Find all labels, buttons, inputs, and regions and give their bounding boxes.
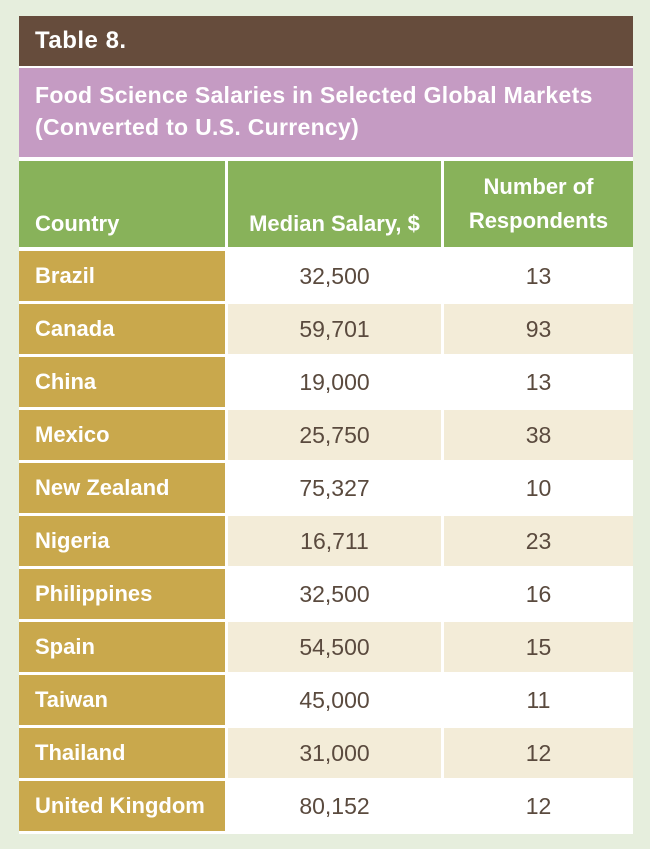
table-row: Brazil 32,500 13 xyxy=(19,251,633,301)
country-cell: Brazil xyxy=(19,251,225,301)
salary-cell: 25,750 xyxy=(228,410,441,460)
country-cell: Philippines xyxy=(19,569,225,619)
country-cell: Taiwan xyxy=(19,675,225,725)
salary-cell: 32,500 xyxy=(299,263,370,289)
country-cell: Mexico xyxy=(19,410,225,460)
table-row: Mexico 25,750 38 xyxy=(19,410,633,460)
header-country: Country xyxy=(19,161,225,247)
salary-cell: 32,500 xyxy=(299,581,370,607)
salary-cell: 54,500 xyxy=(228,622,441,672)
respondents-cell: 13 xyxy=(525,369,552,395)
table-row: United Kingdom 80,152 12 xyxy=(19,781,633,831)
table-row: China 19,000 13 xyxy=(19,357,633,407)
respondents-cell: 10 xyxy=(525,475,552,501)
table-row: New Zealand 75,327 10 xyxy=(19,463,633,513)
header-respondents: Number of Respondents xyxy=(444,161,633,247)
table-row: Nigeria 16,711 23 xyxy=(19,516,633,566)
country-cell: Spain xyxy=(19,622,225,672)
salary-cell: 75,327 xyxy=(299,475,370,501)
respondents-cell: 38 xyxy=(444,410,633,460)
respondents-cell: 12 xyxy=(525,793,552,819)
table-label: Table 8. xyxy=(19,16,633,66)
salary-cell: 31,000 xyxy=(228,728,441,778)
table-header-row: Country Median Salary, $ Number of Respo… xyxy=(19,161,633,247)
header-respondents-line1: Number of xyxy=(483,174,594,199)
table-row: Canada 59,701 93 xyxy=(19,304,633,354)
header-median-salary: Median Salary, $ xyxy=(228,161,441,247)
respondents-cell: 13 xyxy=(525,263,552,289)
country-cell: New Zealand xyxy=(19,463,225,513)
table-title-line2: (Converted to U.S. Currency) xyxy=(35,114,360,140)
country-cell: United Kingdom xyxy=(19,781,225,831)
salary-cell: 59,701 xyxy=(228,304,441,354)
header-respondents-line2: Respondents xyxy=(468,208,609,233)
respondents-cell: 11 xyxy=(526,687,551,713)
salary-cell: 45,000 xyxy=(299,687,370,713)
salary-cell: 16,711 xyxy=(228,516,441,566)
table-title-line1: Food Science Salaries in Selected Global… xyxy=(35,82,593,108)
country-cell: Thailand xyxy=(19,728,225,778)
respondents-cell: 15 xyxy=(444,622,633,672)
country-cell: Nigeria xyxy=(19,516,225,566)
respondents-cell: 16 xyxy=(525,581,552,607)
salary-cell: 80,152 xyxy=(299,793,370,819)
table-row: Thailand 31,000 12 xyxy=(19,728,633,778)
salary-cell: 19,000 xyxy=(299,369,370,395)
country-cell: Canada xyxy=(19,304,225,354)
respondents-cell: 93 xyxy=(444,304,633,354)
table-row: Philippines 32,500 16 xyxy=(19,569,633,619)
country-cell: China xyxy=(19,357,225,407)
table-panel: Table 8. Food Science Salaries in Select… xyxy=(19,16,633,834)
table-row: Spain 54,500 15 xyxy=(19,622,633,672)
table-title: Food Science Salaries in Selected Global… xyxy=(19,68,633,157)
respondents-cell: 23 xyxy=(444,516,633,566)
respondents-cell: 12 xyxy=(444,728,633,778)
table-row: Taiwan 45,000 11 xyxy=(19,675,633,725)
